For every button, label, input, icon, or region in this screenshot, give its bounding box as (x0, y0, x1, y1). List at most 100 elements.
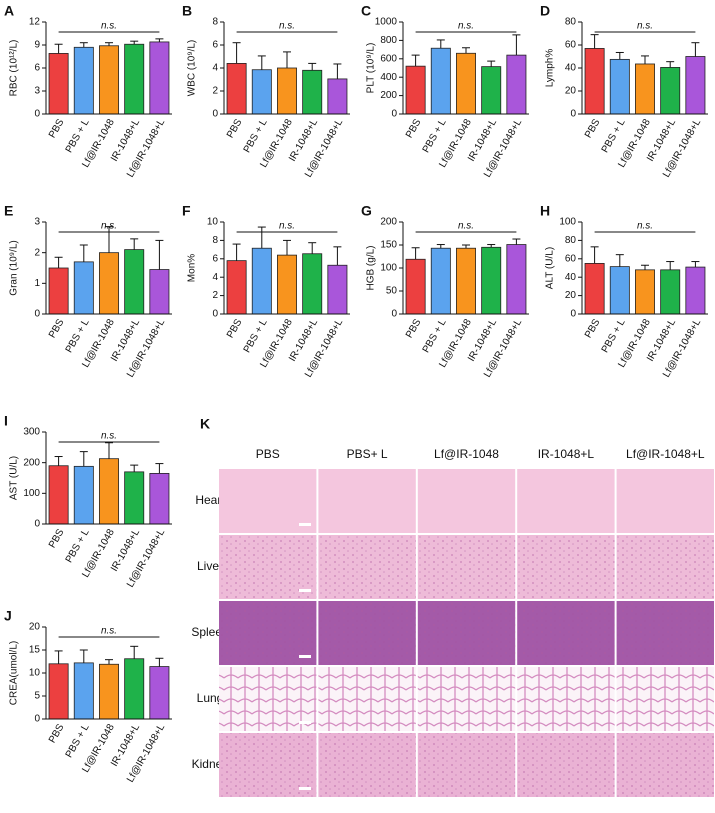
y-tick-label: 0 (34, 519, 40, 530)
y-tick-label: 12 (29, 17, 41, 28)
bar (251, 247, 272, 315)
bar (660, 67, 681, 115)
significance-label: n.s. (637, 21, 653, 32)
y-tick-label: 0 (212, 109, 218, 120)
tissue-image (517, 667, 615, 731)
y-tick-label: 100 (23, 488, 40, 499)
panel-label: E (4, 203, 13, 219)
tissue-image (616, 469, 714, 533)
bar (635, 63, 655, 115)
bar (124, 471, 145, 525)
bar (302, 253, 323, 315)
y-axis-label: PLT (10⁹/L) (366, 43, 377, 94)
tissue-texture (318, 733, 416, 797)
tissue-texture (219, 733, 317, 797)
x-tick-label: PBS + L (64, 527, 92, 565)
x-tick-label: PBS + L (242, 317, 270, 355)
significance-label: n.s. (279, 21, 295, 32)
y-axis-label: Gran (10⁹/L) (9, 240, 20, 295)
significance-label: n.s. (101, 221, 117, 232)
y-tick-label: 60 (565, 40, 577, 51)
y-tick-label: 20 (29, 622, 41, 633)
tissue-image (318, 469, 416, 533)
bar (226, 260, 247, 315)
panel-label: I (4, 413, 8, 429)
bar (99, 252, 119, 315)
significance-label: n.s. (101, 21, 117, 32)
y-tick-label: 0 (34, 714, 40, 725)
tissue-texture (616, 601, 714, 665)
scale-bar (299, 589, 311, 592)
x-tick-label: PBS (225, 117, 245, 140)
row-label: Lung (197, 691, 224, 705)
panel-label: C (361, 3, 371, 19)
y-tick-label: 0 (212, 309, 218, 320)
x-tick-label: PBS (404, 317, 424, 340)
row-label: Heart (195, 493, 225, 507)
significance-label: n.s. (637, 221, 653, 232)
scale-bar (299, 523, 311, 526)
bar (73, 465, 94, 525)
y-tick-label: 40 (565, 272, 577, 283)
y-tick-label: 3 (34, 217, 40, 228)
panel-label: J (4, 608, 12, 624)
y-tick-label: 0 (391, 309, 397, 320)
y-tick-label: 1000 (375, 17, 398, 28)
y-tick-label: 6 (34, 63, 40, 74)
panel-label: F (182, 203, 191, 219)
bar (251, 69, 272, 115)
y-tick-label: 10 (207, 217, 219, 228)
bar (430, 247, 451, 315)
column-header: Lf@IR-1048 (434, 447, 499, 461)
significance-label: n.s. (458, 21, 474, 32)
x-tick-label: PBS (47, 317, 67, 340)
tissue-image (417, 469, 516, 533)
tissue-image (417, 667, 516, 731)
bar (99, 45, 119, 115)
y-tick-label: 50 (386, 286, 398, 297)
column-header: PBS (256, 447, 280, 461)
y-tick-label: 0 (391, 109, 397, 120)
x-tick-label: PBS + L (64, 317, 92, 355)
bar (506, 244, 527, 315)
y-tick-label: 6 (212, 253, 218, 264)
tissue-texture (219, 535, 317, 599)
bar (149, 269, 170, 315)
y-tick-label: 2 (34, 247, 40, 258)
y-tick-label: 200 (380, 217, 397, 228)
tissue-texture (219, 601, 317, 665)
tissue-texture (318, 535, 416, 599)
column-header: IR-1048+L (538, 447, 595, 461)
bar (277, 254, 297, 315)
x-tick-label: PBS (404, 117, 424, 140)
bar (584, 262, 605, 315)
scale-bar (299, 721, 311, 724)
bar (685, 56, 706, 115)
bar (481, 246, 502, 315)
x-tick-label: PBS (47, 117, 67, 140)
x-tick-label: PBS + L (600, 317, 628, 355)
scale-bar (299, 787, 311, 790)
panel-label: G (361, 203, 372, 219)
y-axis-label: Lymph% (545, 49, 556, 88)
significance-label: n.s. (101, 626, 117, 637)
bar (302, 69, 323, 115)
y-tick-label: 80 (565, 17, 577, 28)
bar (48, 465, 69, 525)
tissue-texture (616, 733, 714, 797)
x-tick-label: PBS + L (421, 117, 449, 155)
bar (149, 41, 170, 115)
significance-label: n.s. (279, 221, 295, 232)
tissue-texture (517, 601, 615, 665)
y-axis-label: AST (U/L) (9, 456, 20, 500)
y-axis-label: RBC (10¹²/L) (9, 40, 20, 97)
panel-label: K (200, 416, 210, 432)
y-tick-label: 300 (23, 427, 40, 438)
tissue-texture (517, 535, 615, 599)
y-tick-label: 9 (34, 40, 40, 51)
tissue-image (616, 667, 714, 731)
bar (456, 247, 476, 315)
bar (99, 458, 119, 525)
y-tick-label: 6 (212, 40, 218, 51)
y-tick-label: 20 (565, 86, 577, 97)
